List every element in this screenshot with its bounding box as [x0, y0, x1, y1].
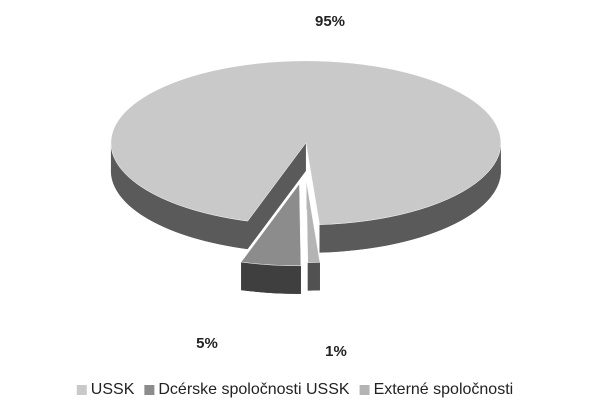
- slice: [240, 183, 302, 267]
- slice: [110, 60, 502, 225]
- legend-swatch: [76, 385, 87, 395]
- slice-rim: [319, 142, 501, 253]
- legend-label: USSK: [91, 381, 135, 398]
- legend: USSK Dcérske spoločnosti USSK Externé spol…: [76, 381, 514, 398]
- legend-swatch: [359, 385, 370, 395]
- data-label: 5%: [196, 335, 218, 352]
- slice-rim: [241, 262, 301, 294]
- legend-swatch: [144, 385, 155, 395]
- legend-label: Externé spoločnosti: [374, 381, 514, 398]
- data-label: 1%: [325, 343, 347, 360]
- data-label: 95%: [315, 13, 345, 30]
- slice: [306, 180, 321, 263]
- slice-rim: [307, 262, 320, 291]
- legend-label: Dcérske spoločnosti USSK: [158, 381, 350, 398]
- slice-rim: [110, 142, 248, 250]
